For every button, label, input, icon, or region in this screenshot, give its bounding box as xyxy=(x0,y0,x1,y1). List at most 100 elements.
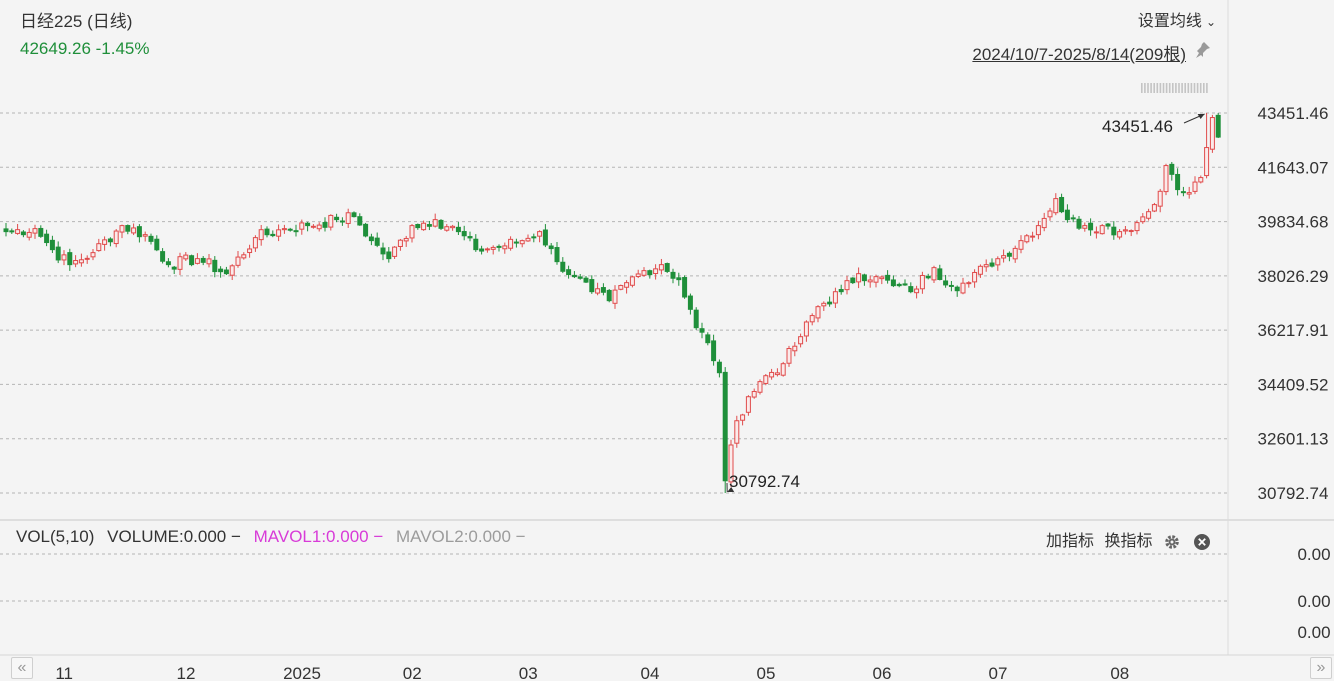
indicator-stripe xyxy=(1196,83,1199,93)
candle-down xyxy=(473,238,479,251)
candle-down xyxy=(670,271,676,279)
candle-up xyxy=(821,302,827,307)
candle-up xyxy=(931,267,937,281)
candle-down xyxy=(682,277,688,298)
candle-up xyxy=(728,444,734,483)
mavol2-value: MAVOL2:0.000 − xyxy=(395,527,526,546)
candle-down xyxy=(351,212,357,218)
candle-down xyxy=(386,251,392,260)
pin-icon[interactable] xyxy=(1192,40,1212,60)
candle-up xyxy=(595,288,601,294)
candle-down xyxy=(1088,222,1094,231)
candle-up xyxy=(61,254,67,261)
candle-up xyxy=(1134,222,1140,232)
price-change-quote: 42649.26 -1.45% xyxy=(20,39,150,58)
candle-down xyxy=(125,225,131,232)
candle-down xyxy=(1105,223,1111,227)
gear-icon[interactable] xyxy=(1163,533,1181,551)
candle-up xyxy=(653,268,659,275)
ma-setting-dropdown[interactable]: 设置均线 ⌄ xyxy=(1138,7,1216,31)
candle-down xyxy=(55,246,61,261)
volume-tick-label: 0.00 xyxy=(1297,545,1330,564)
candle-down xyxy=(711,340,717,362)
candle-up xyxy=(397,239,403,247)
candle-down xyxy=(1215,114,1221,138)
candle-up xyxy=(873,276,879,283)
candle-down xyxy=(838,289,844,293)
candle-down xyxy=(566,269,572,276)
candle-down xyxy=(943,280,949,286)
candle-up xyxy=(856,273,862,283)
indicator-stripe xyxy=(1178,83,1180,93)
candle-down xyxy=(902,283,908,286)
candle-up xyxy=(235,256,241,266)
volume-axis: 0.00 0.00 0.00 xyxy=(1297,545,1330,642)
candle-down xyxy=(223,269,229,275)
candle-up xyxy=(1093,231,1099,234)
candle-down xyxy=(455,226,461,233)
y-tick-label: 34409.52 xyxy=(1258,375,1329,394)
candle-down xyxy=(426,224,432,227)
candle-down xyxy=(334,216,340,221)
candle-up xyxy=(102,239,108,245)
candle-down xyxy=(664,263,670,272)
close-icon[interactable] xyxy=(1193,533,1211,551)
candle-down xyxy=(989,262,995,267)
candle-down xyxy=(380,247,386,255)
candle-down xyxy=(322,222,328,228)
candle-up xyxy=(15,229,21,234)
indicator-stripe xyxy=(1184,83,1186,93)
candle-up xyxy=(1163,165,1169,193)
scroll-right-button[interactable]: » xyxy=(1310,657,1332,679)
candle-down xyxy=(589,279,595,293)
x-tick-label: 02 xyxy=(403,664,422,681)
candle-up xyxy=(1192,181,1198,192)
candle-up xyxy=(867,279,873,283)
candle-up xyxy=(444,226,450,231)
x-tick-label: 11 xyxy=(55,664,73,681)
candle-up xyxy=(844,280,850,291)
candle-up xyxy=(96,243,102,252)
indicator-stripe xyxy=(1190,83,1193,93)
candle-down xyxy=(264,228,270,236)
candle-up xyxy=(763,375,769,384)
indicator-stripe xyxy=(1165,83,1168,93)
candle-up xyxy=(206,258,212,265)
indicator-stripe xyxy=(1153,83,1155,93)
indicator-stripe xyxy=(1199,83,1202,93)
candle-down xyxy=(415,223,421,229)
candle-up xyxy=(914,288,920,294)
candle-down xyxy=(699,328,705,333)
candle-down xyxy=(827,301,833,305)
candle-up xyxy=(635,273,641,278)
change-indicator-button[interactable]: 换指标 xyxy=(1104,533,1153,550)
candle-up xyxy=(629,276,635,286)
candle-down xyxy=(885,274,891,281)
volume-tick-label: 0.00 xyxy=(1297,592,1330,611)
scroll-left-button[interactable]: « xyxy=(11,657,33,679)
indicator-stripe xyxy=(1203,83,1205,93)
volume-grid xyxy=(0,553,1228,602)
candle-up xyxy=(1018,240,1024,250)
candle-up xyxy=(919,274,925,290)
indicator-stripe xyxy=(1156,83,1159,93)
candle-down xyxy=(600,287,606,293)
candle-down xyxy=(577,276,583,279)
candle-up xyxy=(612,289,618,304)
indicator-stripe xyxy=(1168,83,1171,93)
candle-down xyxy=(1111,226,1117,236)
candle-up xyxy=(1001,255,1007,259)
candle-up xyxy=(84,257,90,260)
candle-up xyxy=(618,285,624,290)
date-range-link[interactable]: 2024/10/7-2025/8/14(209根) xyxy=(972,45,1186,64)
candle-down xyxy=(363,223,369,237)
candle-up xyxy=(490,246,496,250)
candle-up xyxy=(1047,210,1053,218)
candle-up xyxy=(1140,216,1146,223)
add-indicator-button[interactable]: 加指标 xyxy=(1046,533,1095,550)
candle-up xyxy=(734,420,740,444)
candle-up xyxy=(1198,177,1204,183)
candle-down xyxy=(583,277,589,283)
candle-down xyxy=(189,255,195,266)
